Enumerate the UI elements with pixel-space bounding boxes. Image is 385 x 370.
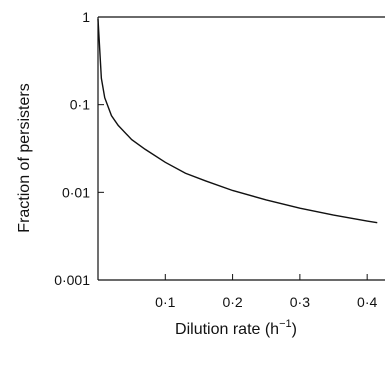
x-tick-label: 0·3 (290, 294, 310, 310)
y-tick-label: 0·1 (70, 97, 90, 113)
x-axis-label-suffix: ) (292, 321, 297, 338)
x-axis-label-main: Dilution rate (h (175, 321, 279, 338)
y-tick-label: 0·01 (62, 184, 90, 200)
x-axis-label-superscript: −1 (279, 318, 292, 330)
x-tick-label: 0·1 (155, 294, 175, 310)
axes (97, 16, 385, 281)
x-tick-label: 0·4 (357, 294, 377, 310)
y-axis-label: Fraction of persisters (16, 83, 33, 232)
x-tick-label: 0·2 (222, 294, 242, 310)
x-axis-label: Dilution rate (h−1) (175, 318, 297, 338)
y-tick-label: 1 (82, 9, 90, 25)
series-line-0 (97, 18, 378, 224)
ticks: 0·1 0·2 0·3 0·4 1 0·1 0·01 0·001 (54, 9, 377, 310)
y-tick-label: 0·001 (54, 272, 90, 288)
